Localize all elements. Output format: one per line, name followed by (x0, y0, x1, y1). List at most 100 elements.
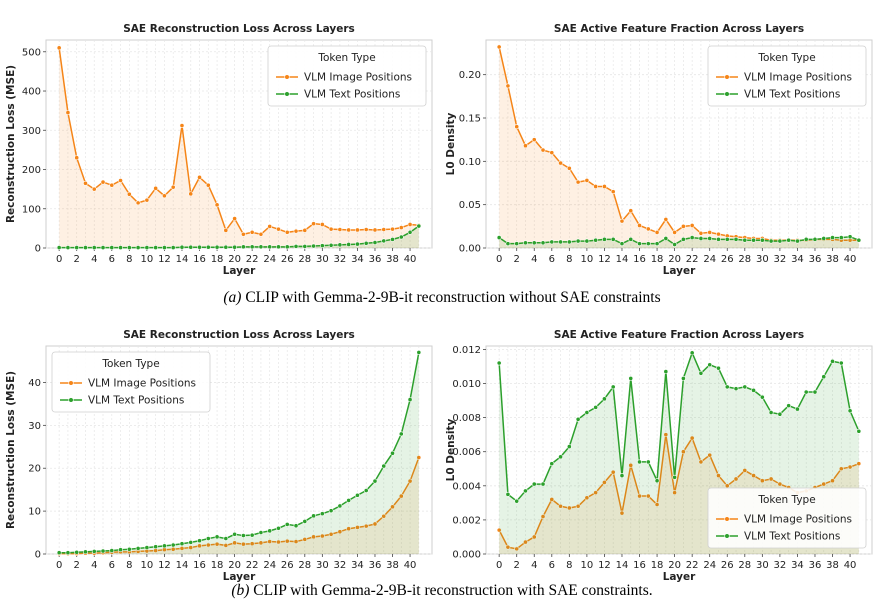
data-point (381, 227, 387, 232)
y-tick-label: 500 (22, 47, 41, 58)
data-point (205, 244, 211, 250)
data-point (258, 530, 264, 535)
data-point (346, 227, 352, 233)
data-point (416, 455, 422, 460)
data-point (74, 549, 80, 555)
x-tick-label: 10 (141, 560, 154, 571)
data-point (232, 531, 238, 537)
data-point (619, 241, 625, 247)
data-point (135, 200, 141, 206)
data-point (100, 179, 106, 185)
y-tick-label: 0.010 (452, 379, 481, 390)
data-point (170, 542, 176, 548)
data-point (707, 362, 713, 368)
x-tick-label: 4 (531, 560, 537, 571)
data-point (540, 147, 546, 153)
x-tick-label: 28 (298, 560, 311, 571)
data-point (838, 466, 844, 472)
data-point (214, 244, 220, 250)
data-point (514, 546, 520, 552)
caption-b-text: CLIP with Gemma-2-9B-it reconstruction w… (253, 582, 653, 599)
x-tick-label: 18 (651, 254, 664, 265)
x-tick-label: 4 (531, 254, 537, 265)
data-point (505, 83, 511, 89)
x-tick-label: 26 (281, 560, 294, 571)
data-point (126, 546, 132, 552)
caption-a: (a) CLIP with Gemma-2-9B-it reconstructi… (0, 289, 884, 307)
legend-entry-label: VLM Image Positions (744, 514, 852, 526)
legend-entry-label: VLM Text Positions (744, 531, 840, 543)
data-point (821, 374, 827, 380)
data-point (628, 208, 634, 214)
x-tick-label: 20 (668, 560, 681, 571)
x-tick-label: 0 (56, 560, 62, 571)
x-tick-label: 24 (263, 560, 276, 571)
x-tick-label: 32 (334, 254, 347, 265)
x-tick-label: 18 (651, 560, 664, 571)
data-point (523, 143, 528, 149)
data-point (223, 244, 229, 250)
data-point (407, 229, 413, 235)
x-tick-label: 8 (566, 560, 572, 571)
legend-title: Token Type (317, 52, 375, 64)
data-point (856, 428, 862, 434)
x-tick-label: 28 (738, 560, 751, 571)
data-point (628, 375, 634, 381)
data-point (830, 358, 835, 364)
data-point (284, 229, 290, 235)
data-point (109, 182, 115, 188)
data-point (672, 229, 678, 235)
data-point (311, 243, 316, 249)
data-point (205, 536, 211, 541)
data-point (240, 244, 246, 250)
y-tick-label: 0.000 (452, 550, 481, 561)
data-point (637, 241, 642, 247)
x-tick-label: 2 (514, 560, 520, 571)
legend-box (267, 45, 427, 107)
series-area-fill (59, 226, 419, 248)
data-point (602, 396, 607, 402)
data-point (558, 239, 563, 245)
data-point (803, 389, 809, 395)
data-point (742, 468, 748, 473)
data-point (505, 544, 511, 550)
data-point (716, 236, 721, 242)
data-point (407, 397, 413, 403)
legend-title: Token Type (757, 52, 815, 64)
x-tick-label: 14 (616, 254, 629, 265)
data-point (663, 432, 669, 438)
chart-title: SAE Reconstruction Loss Across Layers (123, 23, 355, 35)
data-point (135, 546, 141, 551)
data-point (390, 450, 395, 456)
x-tick-label: 6 (549, 254, 555, 265)
legend-swatch-marker (284, 91, 290, 97)
data-point (786, 403, 792, 409)
legend-swatch-marker (724, 91, 730, 97)
data-point (751, 387, 756, 393)
data-point (654, 478, 660, 484)
data-point (768, 410, 774, 415)
data-point (663, 236, 669, 241)
data-point (838, 235, 844, 240)
data-point (355, 227, 360, 233)
data-point (584, 238, 590, 244)
data-point (100, 548, 106, 554)
x-tick-label: 30 (756, 560, 769, 571)
legend-box (707, 45, 867, 107)
data-point (398, 493, 404, 499)
data-point (628, 236, 634, 242)
legend: Token Type VLM Image Positions VLM Text Po… (707, 487, 867, 549)
data-point (363, 523, 369, 529)
x-tick-label: 14 (176, 254, 189, 265)
x-tick-label: 16 (633, 560, 646, 571)
legend-swatch-marker (68, 397, 74, 403)
x-tick-label: 20 (228, 560, 241, 571)
data-point (91, 245, 97, 251)
data-point (355, 525, 360, 530)
x-tick-label: 16 (633, 254, 646, 265)
x-tick-label: 34 (791, 254, 804, 265)
x-tick-label: 40 (844, 560, 857, 571)
data-point (214, 541, 220, 547)
data-point (680, 236, 686, 242)
data-point (197, 538, 202, 544)
